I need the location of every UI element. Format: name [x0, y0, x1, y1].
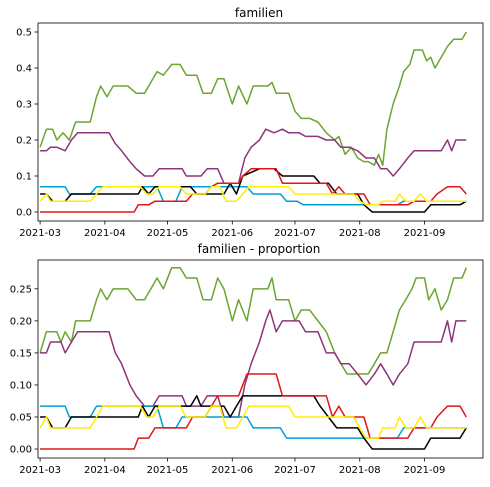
axes-frame — [37, 259, 484, 459]
x-tick-label: 2021-06 — [211, 228, 253, 239]
x-tick-label: 2021-09 — [404, 465, 446, 476]
x-tick-label: 2021-04 — [84, 228, 126, 239]
series-line-5 — [40, 168, 467, 213]
y-tick-label: 0.2 — [16, 136, 32, 147]
y-tick-label: 0.1 — [16, 172, 32, 183]
y-tick-label: 0.15 — [10, 348, 32, 359]
y-tick-label: 0.3 — [16, 100, 32, 111]
chart-panel-familien: familien 2021-03 2021-04 2021-05 2021-06 202… — [16, 6, 484, 239]
y-tick-label: 0.25 — [10, 284, 32, 295]
y-tick-label: 0.05 — [10, 412, 32, 423]
x-tick-label: 2021-07 — [274, 228, 316, 239]
x-tick-label: 2021-06 — [211, 465, 253, 476]
x-tick-label: 2021-08 — [339, 228, 381, 239]
series-line-2 — [40, 128, 467, 184]
y-tick-label: 0.20 — [10, 316, 32, 327]
x-tick-label: 2021-07 — [274, 465, 316, 476]
series-line-3 — [40, 186, 467, 206]
series-line-1 — [39, 31, 467, 166]
y-tick-label: 0.5 — [16, 28, 32, 39]
x-tick-label: 2021-05 — [147, 228, 189, 239]
x-tick-label: 2021-03 — [19, 228, 61, 239]
chart-title: familien — [235, 6, 283, 20]
x-tick-label: 2021-05 — [147, 465, 189, 476]
x-tick-label: 2021-09 — [404, 228, 446, 239]
series-line-4 — [40, 395, 467, 450]
series-line-1 — [39, 266, 467, 375]
series-line-5 — [40, 373, 467, 450]
series-line-2 — [40, 309, 467, 418]
x-tick-label: 2021-08 — [339, 465, 381, 476]
series-line-6 — [39, 405, 467, 439]
x-tick-label: 2021-04 — [84, 465, 126, 476]
y-tick-label: 0.10 — [10, 380, 32, 391]
y-tick-label: 0.00 — [10, 445, 32, 456]
y-tick-label: 0.4 — [16, 64, 32, 75]
y-tick-label: 0.0 — [16, 208, 32, 219]
series-line-6 — [39, 186, 467, 206]
chart-title: familien - proportion — [198, 242, 321, 256]
chart-panel-familien-proportion: familien - proportion 2021-03 2021-04 2021… — [10, 242, 484, 476]
x-tick-label: 2021-03 — [19, 465, 61, 476]
axes-frame — [37, 22, 484, 222]
